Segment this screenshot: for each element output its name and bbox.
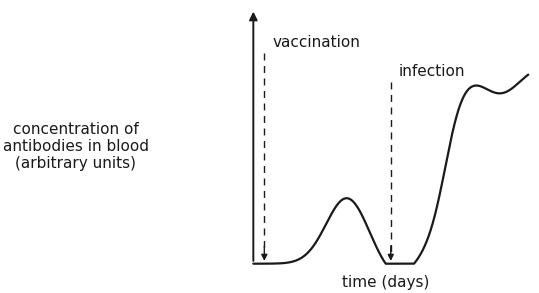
Text: concentration of
antibodies in blood
(arbitrary units): concentration of antibodies in blood (ar… — [3, 122, 149, 171]
Text: infection: infection — [399, 64, 465, 79]
Text: vaccination: vaccination — [272, 35, 360, 50]
Text: time (days): time (days) — [342, 275, 429, 290]
